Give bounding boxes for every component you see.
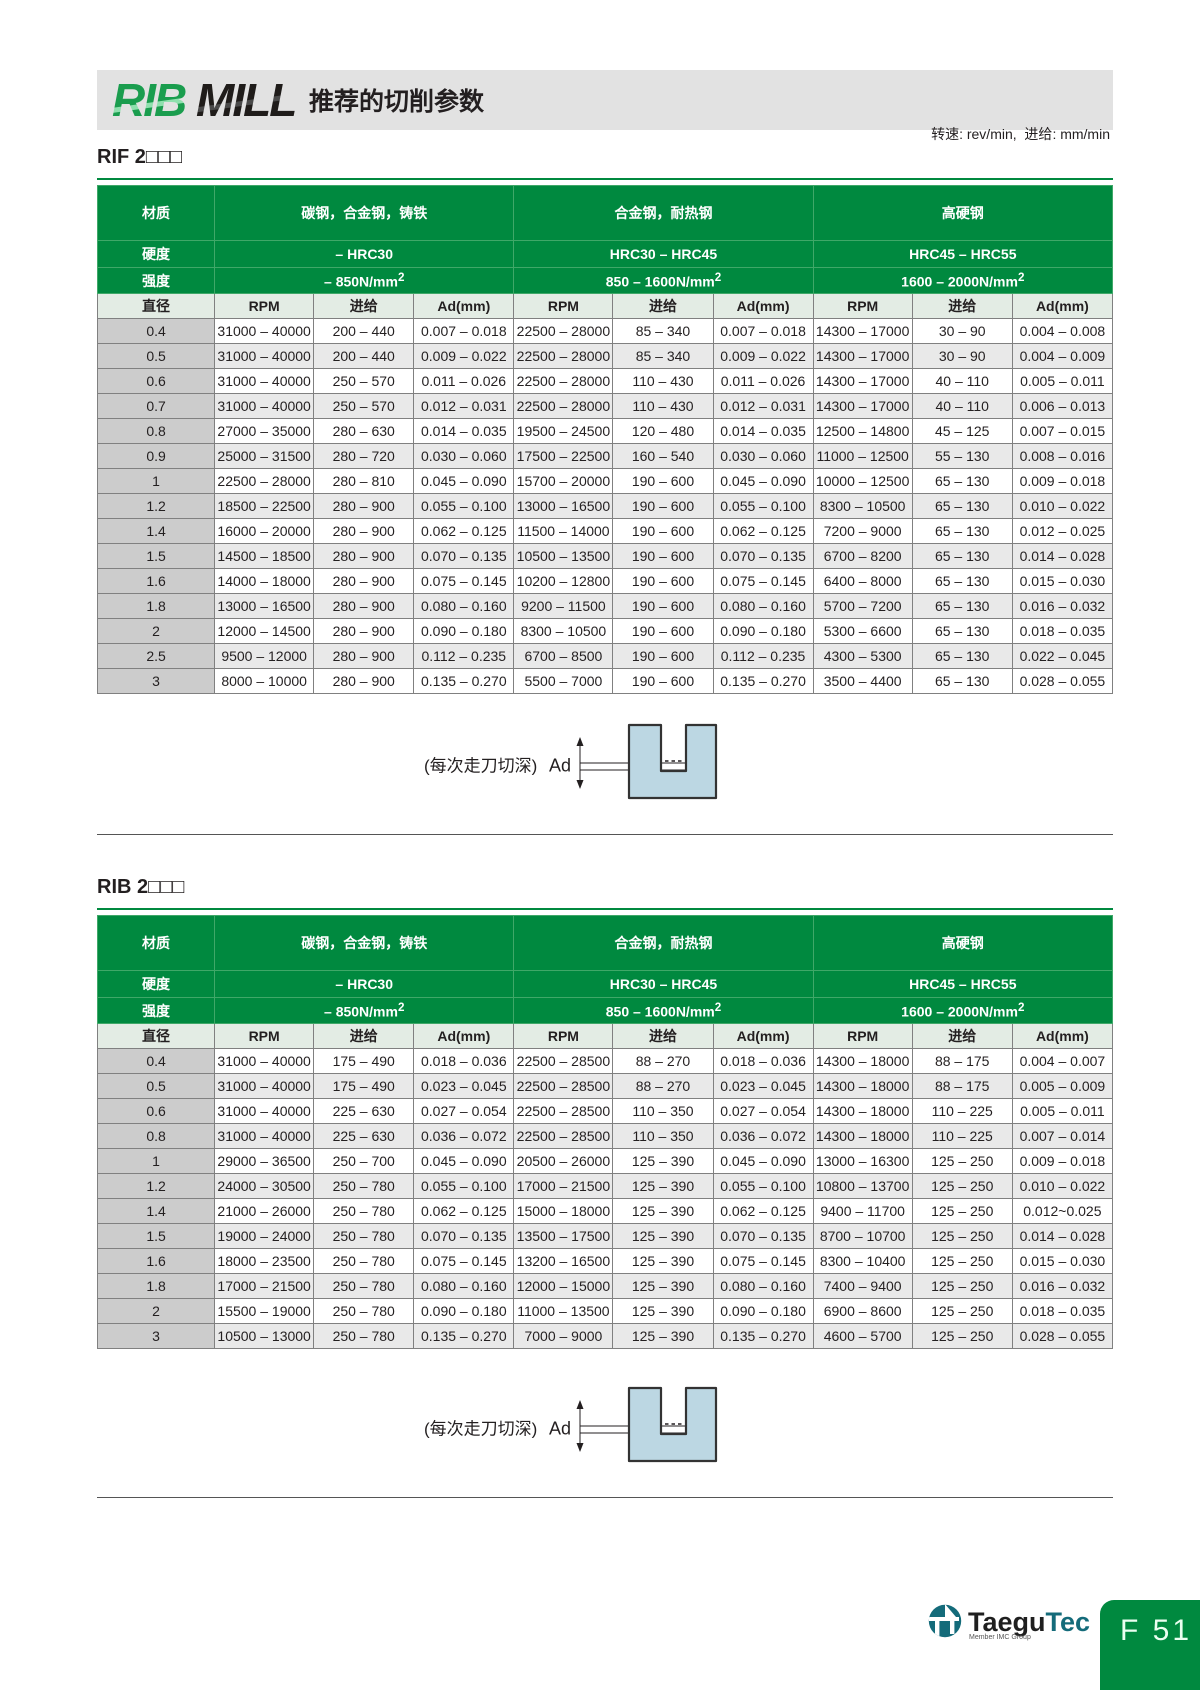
svg-text:(每次走刀切深): (每次走刀切深) xyxy=(424,757,537,776)
svg-text:Ad: Ad xyxy=(549,1419,571,1439)
svg-text:TaeguTec: TaeguTec xyxy=(968,1607,1090,1637)
svg-text:(每次走刀切深): (每次走刀切深) xyxy=(424,1420,537,1439)
svg-text:Ad: Ad xyxy=(549,756,571,776)
svg-text:Member IMC Group: Member IMC Group xyxy=(969,1634,1031,1641)
